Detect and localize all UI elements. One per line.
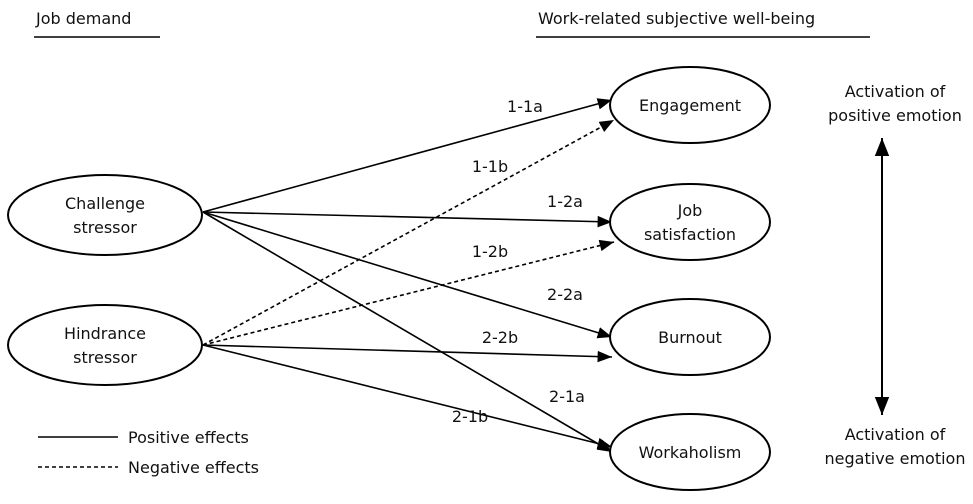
node-label: stressor [73, 218, 137, 237]
node-label: Engagement [639, 96, 741, 115]
node-label: satisfaction [644, 225, 736, 244]
node [609, 413, 771, 491]
edge [202, 98, 613, 213]
edge-label: 1-2a [547, 192, 583, 211]
node [609, 66, 771, 144]
edge [202, 211, 613, 228]
node [7, 304, 203, 386]
scale-label: negative emotion [825, 449, 966, 468]
edge-label: 1-2b [472, 242, 508, 261]
node-label: stressor [73, 348, 137, 367]
edge [202, 211, 613, 453]
node [609, 183, 771, 261]
edge-label: 2-2b [482, 328, 518, 347]
scale-label: positive emotion [828, 106, 962, 125]
edge [202, 119, 615, 346]
scale-label: Activation of [845, 82, 946, 101]
node-label: Hindrance [64, 324, 146, 343]
legend-label: Positive effects [128, 428, 249, 447]
node [7, 174, 203, 256]
node [609, 298, 771, 376]
edge [202, 239, 615, 346]
edge [202, 344, 613, 363]
edge-label: 2-2a [547, 285, 583, 304]
legend-label: Negative effects [128, 458, 259, 477]
edge-label: 2-1b [452, 407, 488, 426]
scale-label: Activation of [845, 425, 946, 444]
node-label: Challenge [65, 194, 145, 213]
edge [202, 344, 613, 450]
node-label: Burnout [658, 328, 722, 347]
edge [202, 211, 613, 339]
edge-label: 1-1b [472, 157, 508, 176]
edge-label: 1-1a [507, 97, 543, 116]
header: Job demand [35, 9, 131, 28]
node-label: Workaholism [639, 443, 742, 462]
edge-label: 2-1a [549, 387, 585, 406]
header: Work-related subjective well-being [538, 9, 815, 28]
node-label: Job [677, 201, 703, 220]
